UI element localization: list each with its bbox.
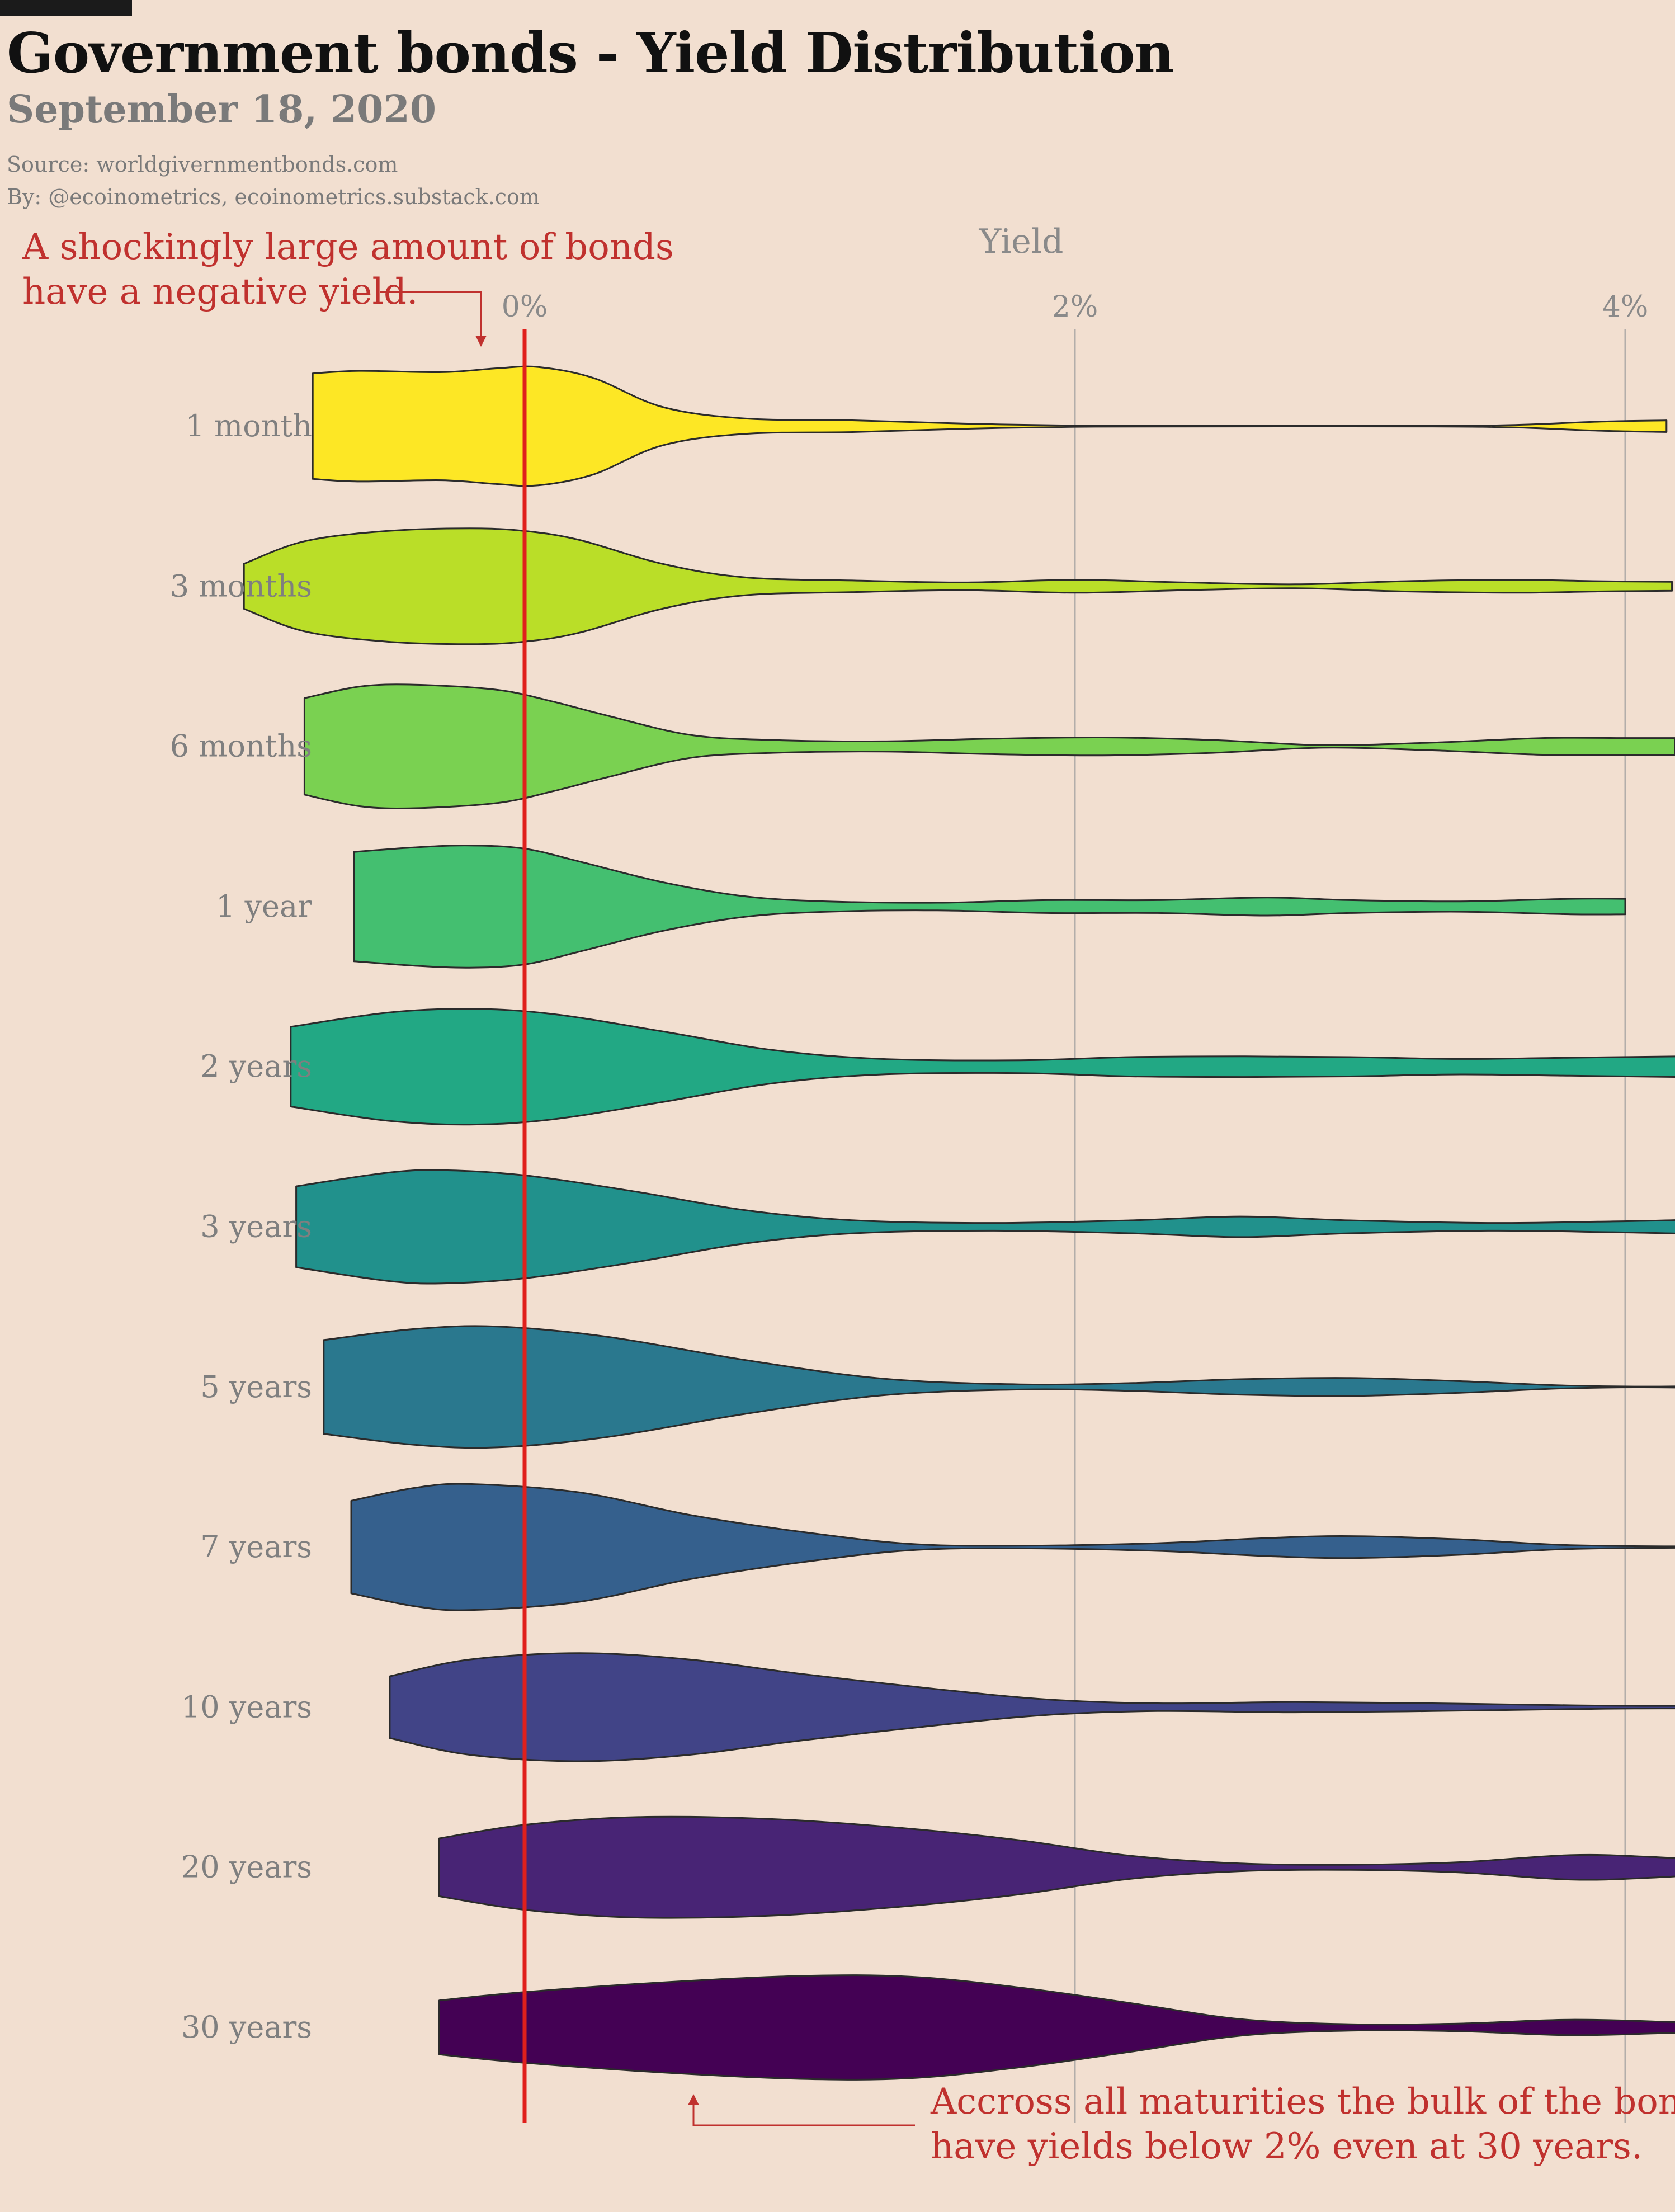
- violin-20-years: [438, 1815, 1675, 1919]
- source-credit: Source: worldgivernmentbonds.com: [7, 152, 398, 177]
- bulk-arrowhead: [688, 2094, 699, 2105]
- violins: [243, 365, 1675, 2081]
- category-label-3-years: 3 years: [200, 1209, 312, 1244]
- chart-subtitle: September 18, 2020: [7, 87, 437, 132]
- violin-3-years: [295, 1169, 1675, 1285]
- category-labels: 1 month 3 months 6 months 1 year 2 years 3 ye…: [170, 408, 312, 2045]
- category-label-1-year: 1 year: [216, 889, 312, 924]
- negative-annotation-line2: have a negative yield.: [22, 271, 418, 313]
- violin-3-months: [243, 527, 1673, 645]
- annotation-arrows: [380, 291, 915, 2126]
- category-label-10-years: 10 years: [181, 1689, 312, 1724]
- category-label-7-years: 7 years: [200, 1529, 312, 1564]
- byline-credit: By: @ecoinometrics, ecoinometrics.substa…: [7, 185, 540, 209]
- category-label-3-months: 3 months: [170, 568, 312, 603]
- violin-30-years: [438, 1974, 1675, 2081]
- violin-7-years: [350, 1483, 1675, 1611]
- bulk-annotation-line2: have yields below 2% even at 30 years.: [931, 2126, 1643, 2167]
- violin-1-year: [353, 845, 1626, 969]
- violin-6-months: [303, 683, 1675, 809]
- x-tick-label: 0%: [502, 290, 548, 324]
- category-label-2-years: 2 years: [200, 1049, 312, 1084]
- violin-2-years: [290, 1008, 1675, 1126]
- bulk-annotation-line1: Accross all maturities the bulk of the b…: [931, 2081, 1675, 2123]
- chart-title: Government bonds - Yield Distribution: [7, 21, 1174, 86]
- x-tick-label: 2%: [1052, 290, 1098, 324]
- violin-5-years: [323, 1325, 1675, 1449]
- category-label-30-years: 30 years: [181, 2010, 312, 2045]
- category-label-6-months: 6 months: [170, 729, 312, 764]
- category-label-20-years: 20 years: [181, 1850, 312, 1885]
- corner-bar: [0, 0, 132, 16]
- x-tick-label: 4%: [1602, 290, 1649, 324]
- x-tick-labels: 0%2%4%6%: [502, 290, 1649, 324]
- violin-1-month: [312, 365, 1668, 487]
- negative-annotation-line1: A shockingly large amount of bonds: [22, 227, 674, 268]
- negative-arrowhead: [475, 336, 487, 347]
- category-label-1-month: 1 month: [186, 408, 313, 444]
- negative-annotation-arrow: [380, 291, 482, 337]
- category-label-5-years: 5 years: [200, 1369, 312, 1404]
- bulk-annotation-arrow: [692, 2104, 915, 2126]
- violin-10-years: [389, 1652, 1675, 1762]
- x-axis-title: Yield: [979, 222, 1064, 261]
